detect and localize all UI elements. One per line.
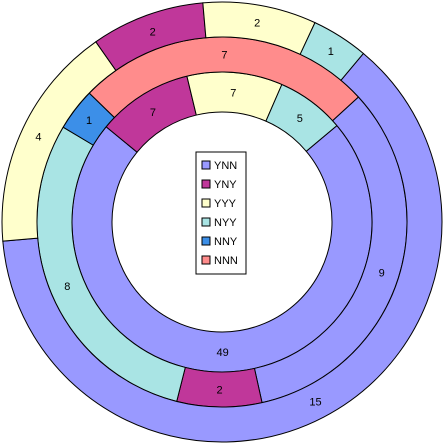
data-label-middle-nyy: 8 (64, 281, 70, 293)
legend-label-yyy: YYY (214, 198, 237, 210)
data-label-outer-ynn: 15 (309, 397, 321, 409)
legend-swatch-yyy (201, 198, 211, 208)
legend-swatch-yny (201, 179, 211, 189)
data-label-inner-yny: 7 (150, 107, 156, 119)
data-label-outer-yyy: 4 (35, 131, 41, 143)
data-label-middle-nnn: 7 (221, 50, 227, 62)
data-label-outer-yyy: 2 (254, 18, 260, 30)
data-label-middle-ynn: 9 (379, 267, 385, 279)
legend-swatch-ynn (201, 160, 211, 170)
legend-swatch-nnn (201, 255, 211, 265)
legend-swatch-nny (201, 236, 211, 246)
data-label-middle-nny: 1 (86, 115, 92, 127)
legend-label-nny: NNY (214, 236, 238, 248)
legend-label-nyy: NYY (214, 217, 237, 229)
data-label-inner-nyy: 5 (297, 113, 303, 125)
legend-swatch-nyy (201, 217, 211, 227)
data-label-outer-nyy: 1 (328, 46, 334, 58)
data-label-outer-yny: 2 (150, 27, 156, 39)
segment-outer-nyy (299, 21, 365, 81)
legend-label-yny: YNY (214, 179, 237, 191)
legend-label-nnn: NNN (214, 255, 238, 267)
data-label-middle-yny: 2 (217, 384, 223, 396)
data-label-inner-yyy: 7 (230, 87, 236, 99)
segment-outer-ynn (2, 52, 443, 443)
legend: YNN YNY YYY NYY NNY NNN (195, 151, 247, 275)
legend-box (195, 151, 247, 275)
ring-inner: 49 7 7 5 (71, 71, 373, 373)
data-label-inner-ynn: 49 (217, 347, 229, 359)
legend-label-ynn: YNN (214, 160, 237, 172)
